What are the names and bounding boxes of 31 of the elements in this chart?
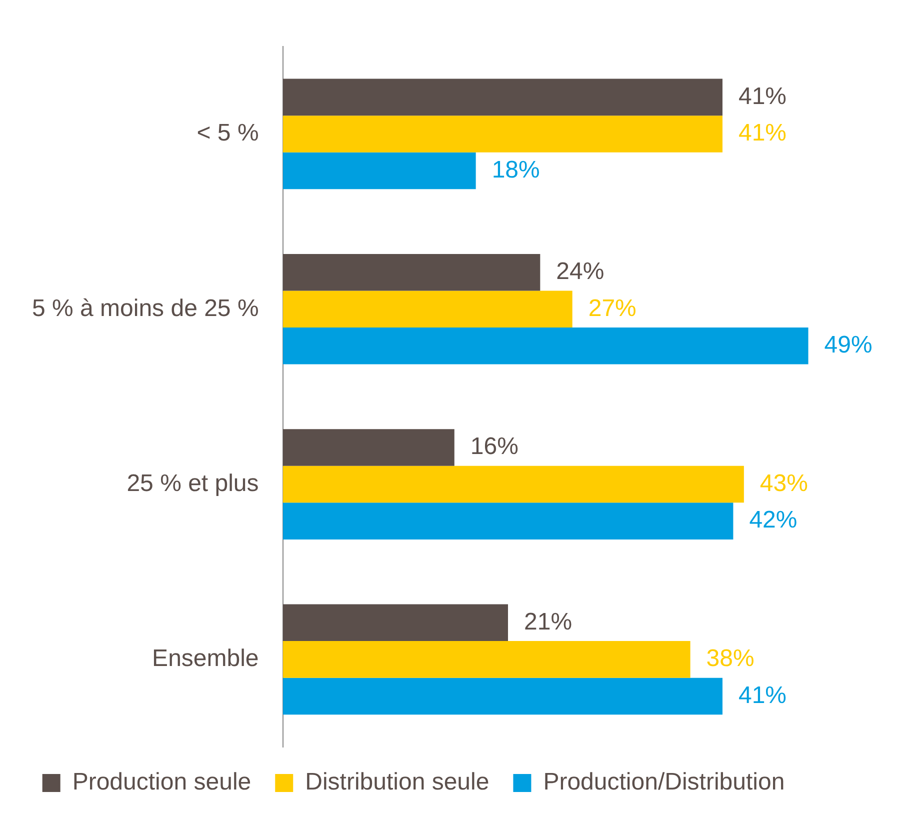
data-label: 38%	[706, 645, 754, 672]
y-tick-label: < 5 %	[196, 120, 259, 147]
data-label: 21%	[524, 608, 572, 636]
bar	[282, 116, 722, 152]
bar	[282, 641, 690, 678]
legend-label: Distribution seule	[305, 768, 490, 796]
bar	[282, 254, 540, 291]
data-label: 41%	[738, 120, 787, 147]
bar	[282, 429, 454, 466]
bar	[282, 328, 808, 364]
data-label: 41%	[738, 682, 787, 709]
data-label: 41%	[738, 82, 787, 110]
bar	[282, 502, 734, 540]
legend-label: Production seule	[72, 768, 252, 796]
data-label: 42%	[749, 506, 798, 534]
y-tick-label: 25 % et plus	[126, 470, 259, 497]
bar	[282, 78, 722, 116]
bar	[282, 678, 722, 715]
data-label: 24%	[556, 258, 604, 285]
legend-label: Production/Distribution	[543, 768, 785, 796]
data-label: 49%	[824, 332, 872, 359]
bar	[282, 604, 508, 642]
data-label: 16%	[470, 433, 518, 460]
data-label: 18%	[492, 156, 540, 184]
bar	[282, 466, 744, 503]
bar	[282, 290, 572, 328]
y-tick-label: 5 % à moins de 25 %	[32, 294, 259, 322]
data-label: 27%	[588, 294, 636, 322]
y-tick-label: Ensemble	[152, 645, 259, 672]
bar	[282, 152, 476, 190]
data-label: 43%	[760, 470, 808, 497]
